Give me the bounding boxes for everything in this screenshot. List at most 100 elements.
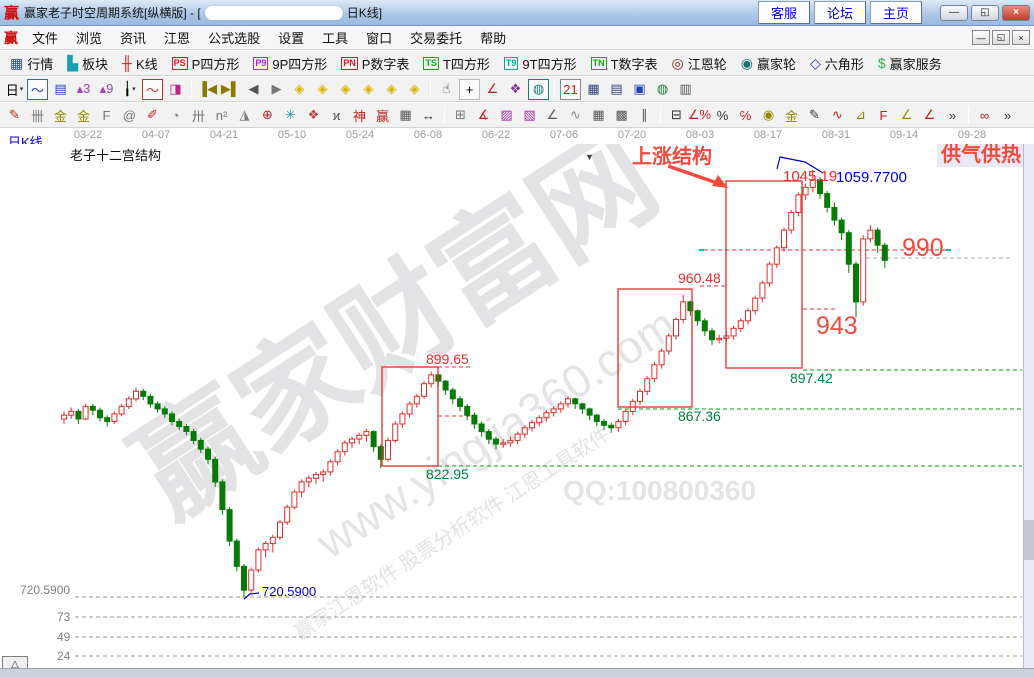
diamond-right-button[interactable]: ◈ [312, 79, 333, 100]
angle-measure-tool-button[interactable]: ∠ [482, 79, 503, 100]
menu-item-8[interactable]: 交易委托 [410, 31, 463, 46]
shen-angle-button[interactable]: ∠ [919, 105, 940, 126]
print-button[interactable]: ▥ [675, 79, 696, 100]
p9-square-button[interactable]: P9 9P四方形 [246, 52, 334, 75]
shen-grid-button[interactable]: 神 [349, 105, 370, 126]
f-angle-button[interactable]: F [873, 105, 894, 126]
red-curve-tool-button[interactable]: 〜 [142, 78, 163, 100]
diamond-vertical-button[interactable]: ◈ [381, 79, 402, 100]
bars-9-button[interactable]: ▴9 [96, 79, 117, 100]
vertical-scrollbar[interactable] [1023, 144, 1034, 668]
parallel-lines-button[interactable]: ∥ [634, 105, 655, 126]
percent-button[interactable]: % [712, 105, 733, 126]
gann-cross-button[interactable]: ⊕ [257, 105, 278, 126]
spiral-tool-button[interactable]: @ [119, 105, 140, 126]
n2-tool-button[interactable]: n² [211, 105, 232, 126]
star-burst-button[interactable]: ✳ [280, 105, 301, 126]
menu-item-6[interactable]: 工具 [322, 31, 349, 46]
candlestick-chart[interactable]: 赢家财富网 www.yingjia360.com QQ:100800360 赢家江恩软… [0, 144, 1034, 669]
diamond-shrink-button[interactable]: ◈ [358, 79, 379, 100]
box-fan-button[interactable]: ▨ [496, 105, 517, 126]
gold-wave-button[interactable]: ∿ [827, 105, 848, 126]
bars-3-button[interactable]: ▴3 [73, 79, 94, 100]
first-bar-button[interactable]: ▐◀ [197, 79, 218, 100]
t-number-button[interactable]: TN T数字表 [584, 52, 665, 75]
box-star-button[interactable]: ❖ [303, 105, 324, 126]
blue-curve-tool-button[interactable]: 〜 [27, 78, 48, 100]
save-button[interactable]: ▣ [629, 79, 650, 100]
comb-2-button[interactable]: 卅 [188, 105, 209, 126]
candle-dropdown-button[interactable]: ╽ ▾ [119, 79, 140, 100]
brush-tool-button[interactable]: ✎ [4, 105, 25, 126]
menu-item-7[interactable]: 窗口 [366, 31, 393, 46]
period-dropdown-button[interactable]: 日 ▾ [4, 79, 25, 100]
candle-pen-button[interactable]: ✎ [804, 105, 825, 126]
chart-svg[interactable]: 赢家财富网www.yingjia360.comQQ:100800360赢家江恩软… [0, 144, 1034, 669]
hexagon-button[interactable]: ◇ 六角形 [803, 52, 871, 75]
menu-item-3[interactable]: 江恩 [164, 31, 191, 46]
forum-button[interactable]: 论坛 [813, 1, 866, 24]
j-angle-button[interactable]: ⊿ [850, 105, 871, 126]
gold-grid-2-button[interactable]: 金 [73, 105, 94, 126]
width-arrows-button[interactable]: ↔ [418, 105, 439, 126]
p-number-button[interactable]: PN P数字表 [334, 52, 416, 75]
red-brush-button[interactable]: ✐ [142, 105, 163, 126]
kline-button[interactable]: ╫ K线 [115, 52, 165, 75]
percent-lines-button[interactable]: ℅ [735, 105, 756, 126]
scrollbar-thumb[interactable] [1024, 520, 1034, 560]
info-panel-button[interactable]: ▤ [50, 79, 71, 100]
angle-lines-button[interactable]: ∠ [542, 105, 563, 126]
cycle-tool-button[interactable]: ◍ [528, 78, 549, 100]
menu-item-2[interactable]: 资讯 [120, 31, 147, 46]
last-bar-button[interactable]: ▶▌ [220, 79, 241, 100]
t-square-button[interactable]: TS T四方形 [416, 52, 496, 75]
gann-shape-tool-button[interactable]: ❖ [505, 79, 526, 100]
report-button[interactable]: ▤ [606, 79, 627, 100]
diamond-left-button[interactable]: ◈ [289, 79, 310, 100]
next-bar-button[interactable]: ▶ [266, 79, 287, 100]
crosshair-tool-button[interactable]: + [459, 78, 480, 100]
quotes-button[interactable]: ▦ 行情 [3, 52, 60, 75]
close-button[interactable]: × [1002, 4, 1030, 21]
grid-dense-2-button[interactable]: ▩ [611, 105, 632, 126]
winner-service-button[interactable]: $ 赢家服务 [871, 52, 949, 75]
menu-item-5[interactable]: 设置 [278, 31, 305, 46]
diamond-all-button[interactable]: ◈ [404, 79, 425, 100]
wave-check-button[interactable]: ∿ [565, 105, 586, 126]
volume-profile-button[interactable]: ◨ [165, 79, 186, 100]
angle-a-button[interactable]: ◮ [234, 105, 255, 126]
menu-item-9[interactable]: 帮助 [480, 31, 507, 46]
fan-lines-button[interactable]: ∡ [473, 105, 494, 126]
percent-zone-button[interactable]: ∠% [688, 105, 711, 126]
time-comb-button[interactable]: 卌 [27, 105, 48, 126]
ying-grid-button[interactable]: 赢 [372, 105, 393, 126]
time-cycle-button[interactable]: ◔ [165, 105, 186, 126]
homepage-button[interactable]: 主页 [869, 1, 922, 24]
child-restore-button[interactable]: ◱ [992, 30, 1010, 45]
hand-tool-button[interactable]: ☝ [436, 79, 457, 100]
menu-item-1[interactable]: 浏览 [76, 31, 103, 46]
gold-grid-1-button[interactable]: 金 [50, 105, 71, 126]
box-fan-2-button[interactable]: ▧ [519, 105, 540, 126]
calculator-button[interactable]: ▦ [583, 79, 604, 100]
gann-wheel-button[interactable]: ◎ 江恩轮 [665, 52, 734, 75]
winner-wheel-button[interactable]: ◉ 赢家轮 [734, 52, 803, 75]
p-square-button[interactable]: PS P四方形 [165, 52, 247, 75]
k-mark-button[interactable]: ϰ [326, 105, 347, 126]
grid-dense-button[interactable]: ▦ [588, 105, 609, 126]
restore-button[interactable]: ◱ [971, 4, 999, 21]
gold-lines-button[interactable]: 金 [781, 105, 802, 126]
sectors-button[interactable]: ▙ 板块 [60, 52, 115, 75]
more-chevron-2-button[interactable]: » [997, 105, 1018, 126]
square-measure-button[interactable]: ⊞ [450, 105, 471, 126]
grid-123-button[interactable]: ▦ [395, 105, 416, 126]
web-export-button[interactable]: ◍ [652, 79, 673, 100]
t9-square-button[interactable]: T9 9T四方形 [497, 52, 584, 75]
f-comb-button[interactable]: F [96, 105, 117, 126]
more-chevron-button[interactable]: » [942, 105, 963, 126]
child-close-button[interactable]: × [1012, 30, 1030, 45]
infinity-tool-button[interactable]: ∞ [974, 105, 995, 126]
calendar-button[interactable]: 21 [560, 78, 581, 100]
child-minimize-button[interactable]: — [972, 30, 990, 45]
minimize-button[interactable]: — [940, 4, 968, 21]
